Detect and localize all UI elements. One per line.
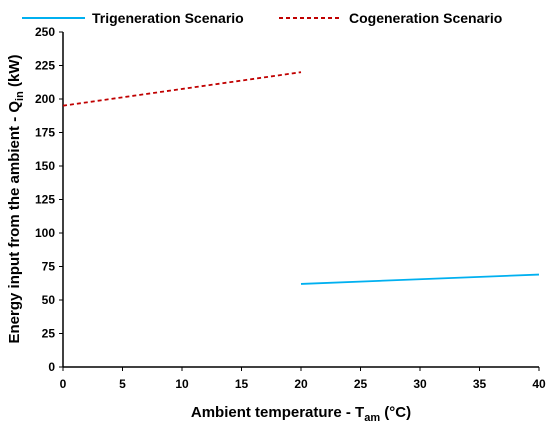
y-tick-label: 250	[35, 25, 55, 39]
y-tick-label: 125	[35, 193, 55, 207]
x-axis-ticks: 0 5 10 15 20 25 30 35 40	[60, 367, 546, 391]
x-axis-title: Ambient temperature - Tam (°C)	[191, 404, 411, 424]
x-tick-label: 15	[235, 377, 249, 391]
y-axis-title: Energy input from the ambient - Qin (kW)	[6, 55, 26, 344]
y-tick-label: 225	[35, 59, 55, 73]
y-tick-label: 150	[35, 159, 55, 173]
y-tick-label: 75	[42, 260, 56, 274]
x-tick-label: 20	[294, 377, 308, 391]
y-tick-label: 50	[42, 293, 56, 307]
series-layer	[62, 71, 540, 285]
x-tick-label: 10	[175, 377, 189, 391]
series-line-trigeneration	[300, 273, 540, 285]
legend: Trigeneration Scenario Cogeneration Scen…	[22, 10, 502, 26]
y-tick-label: 100	[35, 226, 55, 240]
y-tick-label: 175	[35, 126, 55, 140]
y-tick-label: 25	[42, 327, 56, 341]
series-line-cogeneration	[62, 71, 302, 107]
x-tick-label: 30	[413, 377, 427, 391]
x-tick-label: 0	[60, 377, 67, 391]
axes	[62, 32, 539, 368]
y-tick-label: 200	[35, 92, 55, 106]
y-tick-label: 0	[48, 360, 55, 374]
x-tick-label: 5	[119, 377, 126, 391]
x-tick-label: 35	[473, 377, 487, 391]
legend-label-cogeneration: Cogeneration Scenario	[349, 10, 502, 26]
legend-label-trigeneration: Trigeneration Scenario	[92, 10, 244, 26]
x-tick-label: 40	[532, 377, 546, 391]
x-tick-label: 25	[354, 377, 368, 391]
y-axis-ticks: 0 25 50 75 100 125 150 175 200 225 250	[35, 25, 63, 374]
